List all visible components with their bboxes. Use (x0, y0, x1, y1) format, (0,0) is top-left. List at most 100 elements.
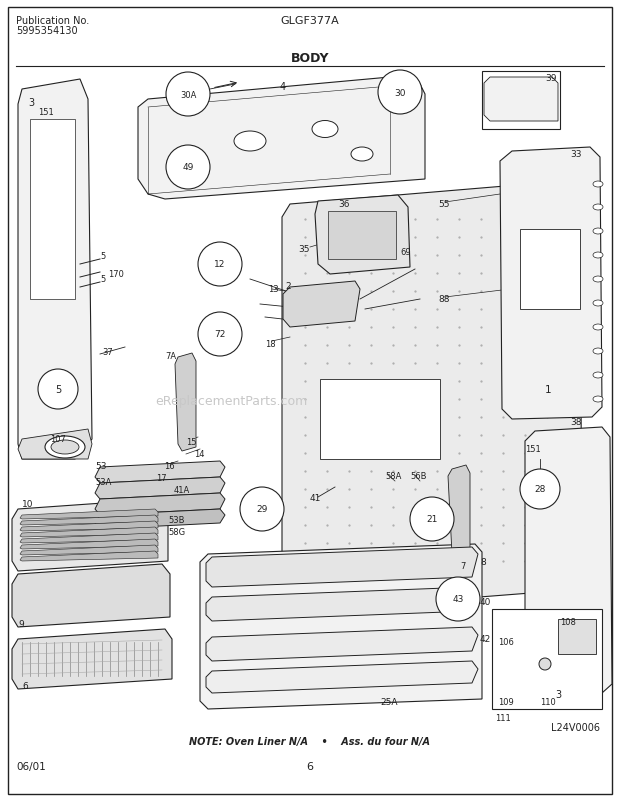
Polygon shape (12, 630, 172, 689)
Ellipse shape (351, 148, 373, 162)
Text: 30: 30 (394, 88, 405, 97)
Polygon shape (282, 182, 582, 611)
Bar (328, 212, 396, 260)
Text: 16: 16 (164, 461, 175, 471)
Polygon shape (20, 516, 158, 525)
Circle shape (378, 71, 422, 115)
Ellipse shape (593, 325, 603, 330)
Text: 5: 5 (100, 274, 105, 284)
Polygon shape (12, 565, 170, 627)
Text: 53A: 53A (95, 477, 112, 486)
Bar (520, 229, 580, 310)
Circle shape (240, 488, 284, 532)
Text: 40: 40 (480, 597, 492, 606)
Polygon shape (18, 80, 92, 460)
Polygon shape (20, 539, 158, 549)
Text: 25A: 25A (380, 697, 397, 706)
Text: 8: 8 (480, 557, 485, 566)
Text: 42: 42 (480, 634, 491, 643)
Circle shape (436, 577, 480, 622)
Text: 151: 151 (38, 107, 54, 117)
Text: 18: 18 (265, 339, 276, 349)
Text: 109: 109 (498, 697, 514, 706)
Text: 111: 111 (495, 713, 511, 722)
Text: 5: 5 (55, 384, 61, 395)
Text: 56B: 56B (410, 472, 427, 480)
Polygon shape (500, 148, 602, 419)
Polygon shape (20, 533, 158, 543)
Ellipse shape (593, 182, 603, 188)
Text: 49: 49 (182, 164, 193, 172)
Text: 41: 41 (310, 493, 321, 502)
Bar (492, 610, 602, 709)
Text: 5: 5 (100, 252, 105, 261)
Text: 14: 14 (194, 449, 205, 459)
Text: 53: 53 (95, 461, 107, 471)
Bar (482, 72, 560, 130)
Ellipse shape (234, 132, 266, 152)
Polygon shape (12, 500, 168, 571)
Polygon shape (206, 661, 478, 693)
Text: 55: 55 (438, 200, 450, 209)
Ellipse shape (593, 301, 603, 306)
Polygon shape (206, 587, 478, 622)
Text: 53B: 53B (168, 516, 185, 525)
Ellipse shape (593, 229, 603, 235)
Text: eReplacementParts.com: eReplacementParts.com (155, 395, 308, 408)
Bar (320, 379, 440, 460)
Bar (30, 119, 75, 300)
Circle shape (166, 73, 210, 117)
Ellipse shape (593, 253, 603, 259)
Ellipse shape (312, 121, 338, 138)
Text: 3: 3 (28, 98, 34, 107)
Polygon shape (448, 465, 470, 561)
Text: GLGF377A: GLGF377A (281, 16, 339, 26)
Polygon shape (20, 545, 158, 555)
Polygon shape (525, 427, 612, 697)
Polygon shape (175, 354, 196, 452)
Text: 69: 69 (400, 248, 410, 257)
Polygon shape (138, 78, 425, 200)
Text: 15: 15 (186, 437, 197, 447)
Circle shape (520, 469, 560, 509)
Text: 6: 6 (306, 761, 314, 771)
Text: 37: 37 (102, 347, 113, 357)
Text: 35: 35 (298, 245, 309, 253)
Text: 7: 7 (460, 561, 466, 570)
Polygon shape (283, 282, 360, 327)
Text: 88: 88 (438, 294, 450, 304)
Polygon shape (20, 551, 158, 561)
Text: 38: 38 (570, 418, 582, 427)
Circle shape (539, 658, 551, 670)
Text: 5995354130: 5995354130 (16, 26, 78, 36)
Circle shape (198, 313, 242, 357)
Polygon shape (20, 521, 158, 532)
Text: L24V0006: L24V0006 (551, 722, 600, 732)
Text: 72: 72 (215, 330, 226, 339)
Text: 29: 29 (256, 505, 268, 514)
Ellipse shape (51, 440, 79, 455)
Text: 41A: 41A (174, 485, 190, 494)
Polygon shape (206, 547, 478, 587)
Text: 10: 10 (22, 500, 33, 508)
Text: 4: 4 (280, 82, 286, 92)
Text: 106: 106 (498, 638, 514, 646)
Text: 06/01: 06/01 (16, 761, 46, 771)
Text: Publication No.: Publication No. (16, 16, 89, 26)
Text: 43: 43 (453, 595, 464, 604)
Text: 2: 2 (285, 282, 291, 290)
Text: 6: 6 (22, 681, 28, 691)
Polygon shape (315, 196, 410, 274)
Text: 17: 17 (156, 473, 167, 482)
Circle shape (410, 497, 454, 541)
Text: 39: 39 (545, 74, 557, 83)
Text: 3: 3 (555, 689, 561, 699)
Ellipse shape (593, 373, 603, 379)
Ellipse shape (593, 205, 603, 211)
Polygon shape (18, 429, 92, 460)
Text: 21: 21 (427, 515, 438, 524)
Text: 36: 36 (338, 200, 350, 209)
Polygon shape (20, 528, 158, 537)
Polygon shape (95, 477, 225, 500)
Ellipse shape (45, 436, 85, 459)
